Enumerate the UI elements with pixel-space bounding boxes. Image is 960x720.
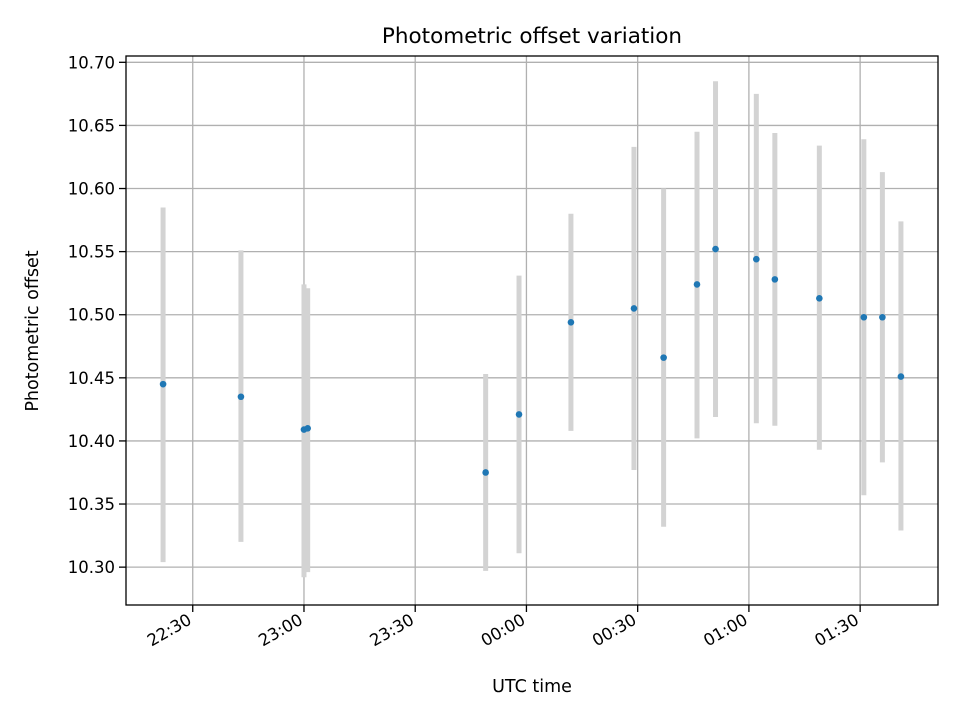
grid <box>126 56 938 605</box>
data-point <box>304 425 311 432</box>
data-point <box>567 318 575 326</box>
data-point <box>816 295 823 302</box>
data-point <box>693 281 701 288</box>
data-point <box>897 373 905 380</box>
y-tick-label: 10.70 <box>68 53 115 72</box>
y-tick-label: 10.30 <box>68 558 115 577</box>
y-tick-label: 10.60 <box>68 180 115 199</box>
data-point <box>159 380 167 388</box>
data-point <box>482 469 489 476</box>
y-tick-label: 10.40 <box>68 432 115 451</box>
data-point <box>860 313 868 321</box>
data-point <box>515 411 523 418</box>
data-points <box>159 245 905 476</box>
data-point <box>712 245 719 253</box>
data-point <box>771 276 779 283</box>
y-axis: 10.30 10.35 10.40 10.45 10.50 10.55 10.60 10.65… <box>68 53 126 577</box>
data-point <box>753 255 760 263</box>
x-axis-label: UTC time <box>492 677 572 697</box>
chart-title: Photometric offset variation <box>382 24 682 49</box>
data-point <box>660 354 667 361</box>
y-axis-label: Photometric offset <box>23 250 43 411</box>
y-tick-label: 10.35 <box>68 495 115 514</box>
y-tick-label: 10.45 <box>68 369 115 388</box>
plot-background <box>126 56 938 605</box>
plot-frame <box>125 55 939 606</box>
data-point <box>237 393 245 401</box>
y-tick-label: 10.55 <box>68 243 115 262</box>
data-point <box>630 305 638 312</box>
y-tick-label: 10.50 <box>68 306 115 325</box>
data-point <box>879 313 886 321</box>
y-tick-label: 10.65 <box>68 116 115 135</box>
